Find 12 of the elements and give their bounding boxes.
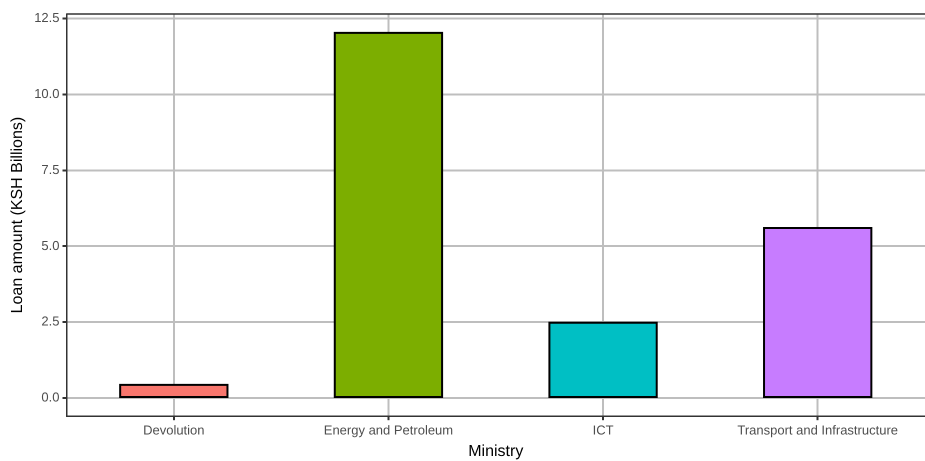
x-tick-label: Energy and Petroleum <box>324 422 454 438</box>
x-tick-label: ICT <box>592 422 614 438</box>
y-tick-label: 0.0 <box>41 390 60 405</box>
y-tick-label: 7.5 <box>41 162 60 177</box>
y-axis-title: Loan amount (KSH Billions) <box>9 116 26 314</box>
x-tick-label: Devolution <box>143 422 205 438</box>
x-tick-label: Transport and Infrastructure <box>737 422 898 438</box>
y-tick-label: 2.5 <box>41 314 60 329</box>
x-axis-title: Ministry <box>468 442 524 460</box>
y-tick-label: 10.0 <box>34 86 60 102</box>
y-tick-label: 5.0 <box>41 238 60 253</box>
y-tick-label: 12.5 <box>34 10 60 26</box>
